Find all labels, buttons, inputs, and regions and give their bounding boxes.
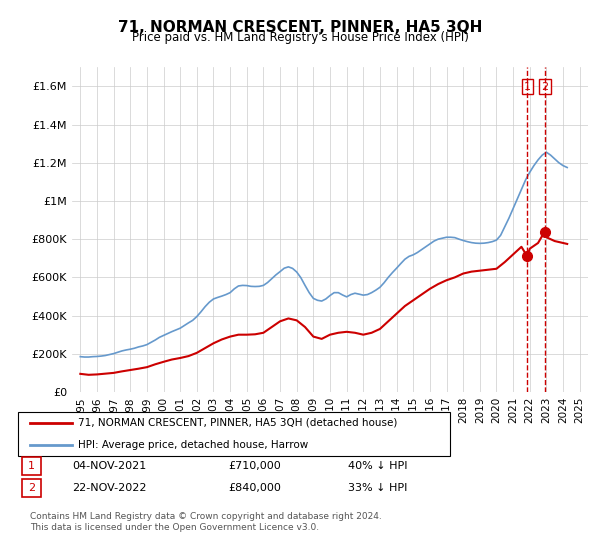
Text: HPI: Average price, detached house, Harrow: HPI: Average price, detached house, Harr… [78, 440, 308, 450]
Text: 2: 2 [541, 82, 548, 92]
Text: HPI: Average price, detached house, Harrow: HPI: Average price, detached house, Harr… [78, 440, 308, 450]
Text: 1: 1 [524, 82, 531, 92]
Text: 2: 2 [28, 483, 35, 493]
Text: 71, NORMAN CRESCENT, PINNER, HA5 3QH (detached house): 71, NORMAN CRESCENT, PINNER, HA5 3QH (de… [78, 418, 397, 428]
Text: 1: 1 [28, 461, 35, 471]
Text: £710,000: £710,000 [228, 461, 281, 471]
Text: Price paid vs. HM Land Registry's House Price Index (HPI): Price paid vs. HM Land Registry's House … [131, 31, 469, 44]
Text: 33% ↓ HPI: 33% ↓ HPI [348, 483, 407, 493]
Text: 04-NOV-2021: 04-NOV-2021 [72, 461, 146, 471]
Text: 71, NORMAN CRESCENT, PINNER, HA5 3QH: 71, NORMAN CRESCENT, PINNER, HA5 3QH [118, 20, 482, 35]
Text: Contains HM Land Registry data © Crown copyright and database right 2024.
This d: Contains HM Land Registry data © Crown c… [30, 512, 382, 532]
Text: 22-NOV-2022: 22-NOV-2022 [72, 483, 146, 493]
Text: 40% ↓ HPI: 40% ↓ HPI [348, 461, 407, 471]
Text: 71, NORMAN CRESCENT, PINNER, HA5 3QH (detached house): 71, NORMAN CRESCENT, PINNER, HA5 3QH (de… [78, 418, 397, 428]
Text: £840,000: £840,000 [228, 483, 281, 493]
